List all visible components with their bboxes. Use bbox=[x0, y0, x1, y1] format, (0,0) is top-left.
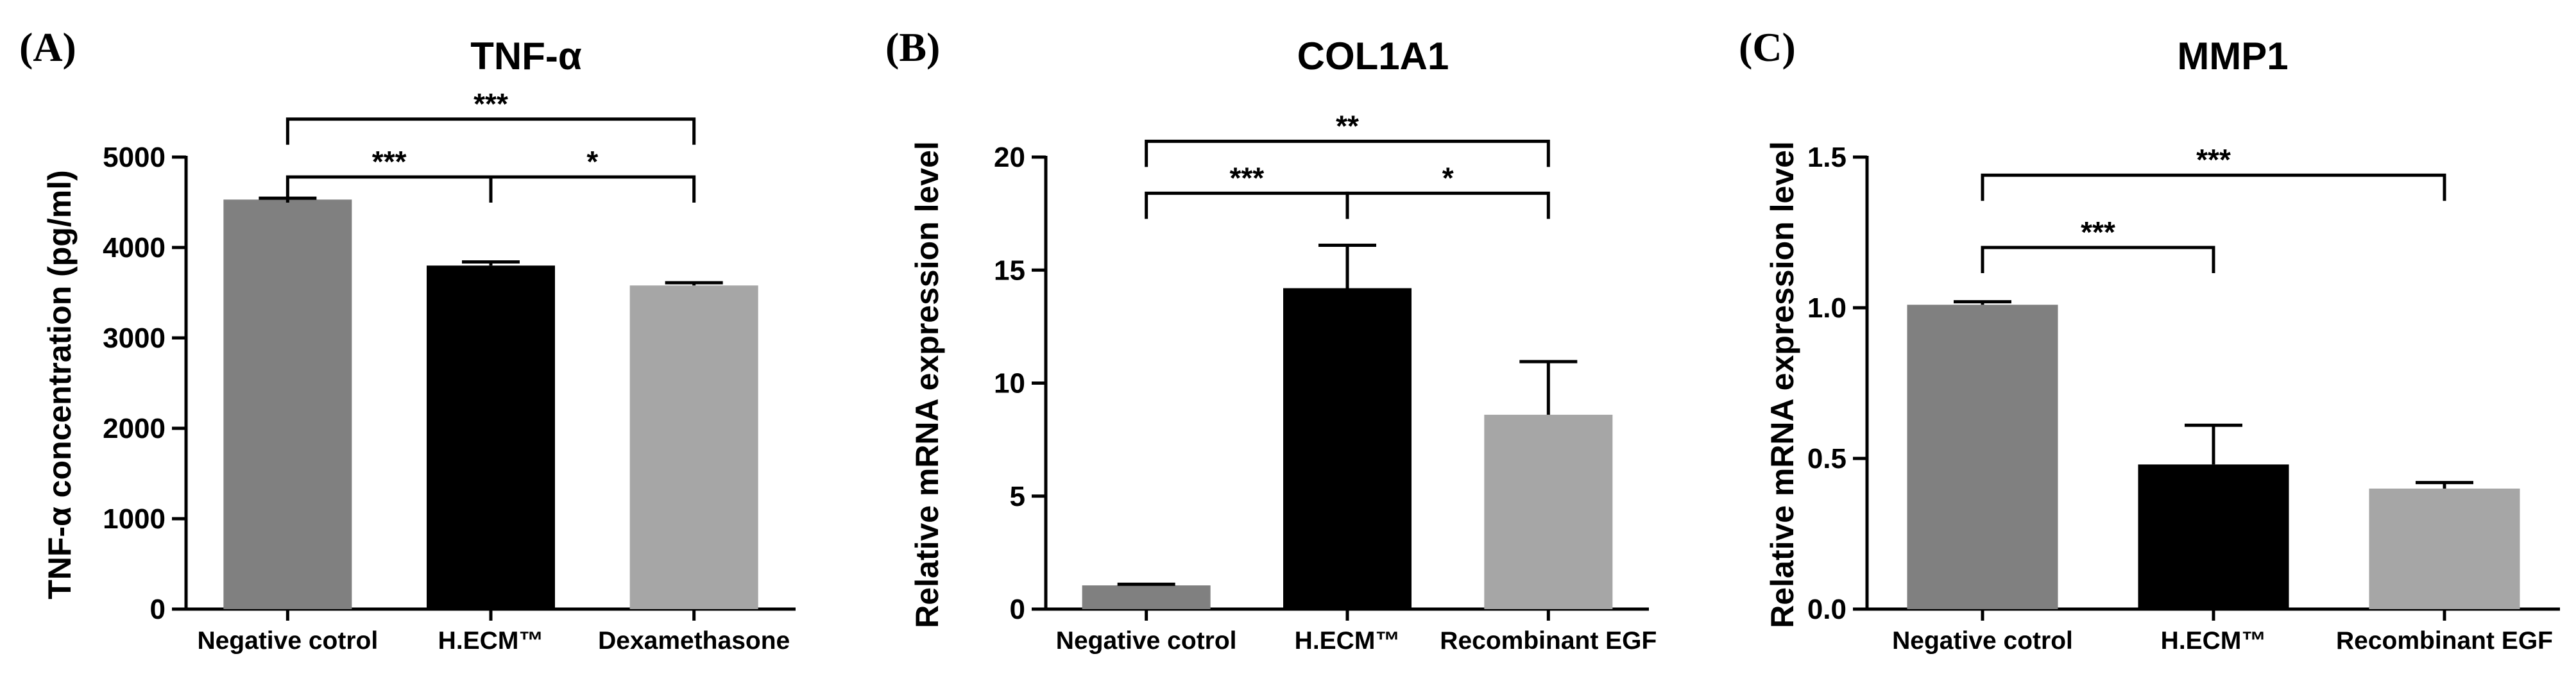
y-axis-label-b: Relative mRNA expression level bbox=[909, 141, 945, 628]
significance-label: * bbox=[1442, 161, 1454, 194]
y-tick-label: 0.5 bbox=[1807, 443, 1847, 474]
y-tick-label: 1.0 bbox=[1807, 292, 1847, 324]
panel-c: (C) MMP1 Relative mRNA expression level … bbox=[1739, 24, 2560, 655]
significance-bracket bbox=[1981, 173, 2446, 201]
y-tick-label: 4000 bbox=[103, 232, 166, 264]
significance-label: * bbox=[586, 145, 598, 178]
significance-bracket bbox=[1145, 139, 1550, 167]
y-tick-label: 10 bbox=[994, 368, 1025, 399]
category-label: H.ECM™ bbox=[438, 627, 544, 655]
significance-bracket bbox=[1345, 191, 1550, 219]
y-tick-label: 5000 bbox=[103, 142, 166, 173]
panel-a: (A) TNF-α TNF-α concentration (pg/ml) 0 1… bbox=[19, 24, 796, 655]
significance-label: ** bbox=[1336, 109, 1359, 142]
y-axis-label-c: Relative mRNA expression level bbox=[1764, 141, 1800, 628]
bar bbox=[1484, 414, 1613, 609]
panel-label-b: (B) bbox=[885, 24, 940, 70]
y-tick-label: 5 bbox=[1010, 481, 1025, 512]
category-label: Recombinant EGF bbox=[2336, 627, 2553, 655]
chart-title-c: MMP1 bbox=[2177, 35, 2288, 78]
y-tick-label: 1.5 bbox=[1807, 142, 1847, 173]
bar bbox=[1283, 288, 1412, 609]
panel-b: (B) COL1A1 Relative mRNA expression leve… bbox=[885, 24, 1657, 655]
significance-label: *** bbox=[372, 145, 407, 178]
y-tick-label: 0.0 bbox=[1807, 594, 1847, 625]
y-tick-label: 1000 bbox=[103, 503, 166, 535]
bar bbox=[1907, 305, 2058, 609]
category-label: Recombinant EGF bbox=[1440, 627, 1657, 655]
y-tick-label: 2000 bbox=[103, 413, 166, 444]
category-label: Negative cotrol bbox=[1056, 627, 1237, 655]
significance-label: *** bbox=[2081, 215, 2115, 249]
y-tick-label: 20 bbox=[994, 142, 1025, 173]
significance-label: *** bbox=[1229, 161, 1264, 194]
category-label: H.ECM™ bbox=[1295, 627, 1401, 655]
category-label: Negative cotrol bbox=[197, 627, 378, 655]
significance-bracket bbox=[286, 117, 696, 145]
significance-label: *** bbox=[2196, 143, 2231, 176]
y-tick-label: 15 bbox=[994, 255, 1025, 286]
bar bbox=[2369, 489, 2520, 609]
bar bbox=[1082, 585, 1211, 609]
y-tick-label: 0 bbox=[150, 594, 166, 625]
panel-label-c: (C) bbox=[1739, 24, 1796, 70]
chart-title-a: TNF-α bbox=[470, 35, 582, 78]
category-label: H.ECM™ bbox=[2161, 627, 2267, 655]
significance-label: *** bbox=[473, 87, 508, 121]
bar bbox=[629, 285, 758, 609]
y-axis-label-a: TNF-α concentration (pg/ml) bbox=[42, 170, 78, 599]
y-tick-label: 0 bbox=[1010, 594, 1025, 625]
bar bbox=[427, 265, 555, 609]
y-tick-label: 3000 bbox=[103, 323, 166, 354]
significance-bracket bbox=[489, 175, 696, 203]
category-label: Negative cotrol bbox=[1892, 627, 2073, 655]
bar bbox=[223, 199, 352, 609]
significance-bracket bbox=[1145, 191, 1349, 219]
significance-bracket bbox=[1981, 246, 2215, 273]
significance-bracket bbox=[286, 175, 493, 203]
bar bbox=[2138, 464, 2289, 609]
chart-title-b: COL1A1 bbox=[1297, 35, 1449, 78]
panel-label-a: (A) bbox=[19, 24, 76, 70]
category-label: Dexamethasone bbox=[598, 627, 790, 655]
